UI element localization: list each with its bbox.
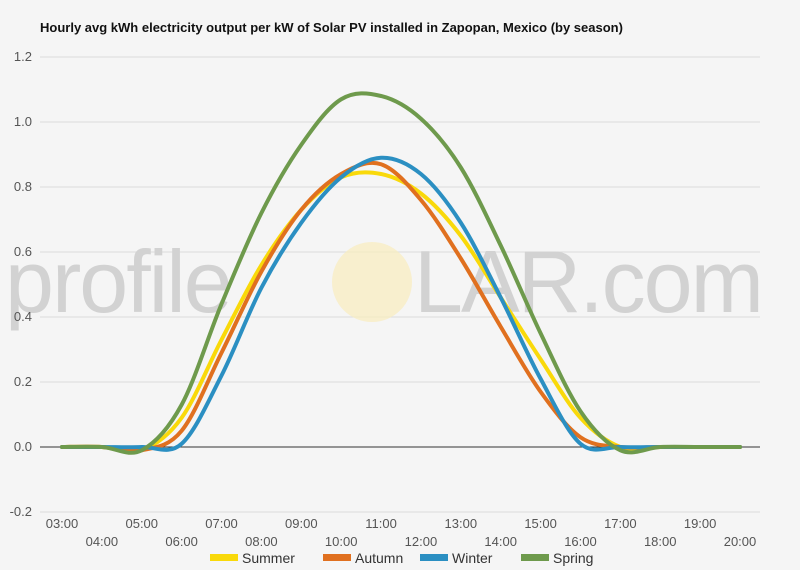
x-tick-label: 12:00	[405, 534, 438, 549]
x-tick-label: 15:00	[524, 516, 557, 531]
x-tick-label: 06:00	[165, 534, 198, 549]
watermark: profile LAR.com	[5, 232, 764, 331]
x-tick-label: 20:00	[724, 534, 757, 549]
x-tick-label: 14:00	[484, 534, 517, 549]
legend-label: Winter	[452, 550, 493, 566]
legend-label: Summer	[242, 550, 295, 566]
legend-swatch	[420, 554, 448, 561]
x-tick-label: 13:00	[445, 516, 478, 531]
y-tick-label: 0.2	[14, 374, 32, 389]
series-group	[60, 91, 742, 455]
legend-swatch	[210, 554, 238, 561]
x-tick-label: 16:00	[564, 534, 597, 549]
series-line-spring	[60, 91, 742, 455]
watermark-sun	[332, 242, 412, 322]
legend-swatch	[521, 554, 549, 561]
x-tick-label: 10:00	[325, 534, 358, 549]
watermark-text-left: profile	[5, 232, 231, 331]
x-tick-label: 17:00	[604, 516, 637, 531]
grid-lines	[40, 56, 760, 513]
legend: Summer Autumn Winter Spring	[210, 550, 593, 566]
x-tick-label: 04:00	[86, 534, 119, 549]
y-tick-label: -0.2	[10, 504, 32, 519]
legend-swatch	[323, 554, 351, 561]
x-tick-label: 08:00	[245, 534, 278, 549]
x-tick-label: 07:00	[205, 516, 238, 531]
x-tick-label: 11:00	[365, 516, 397, 531]
x-tick-label: 09:00	[285, 516, 318, 531]
legend-label: Spring	[553, 550, 593, 566]
y-tick-label: 0.8	[14, 179, 32, 194]
watermark-text-right: LAR.com	[414, 232, 762, 331]
y-tick-label: 1.2	[14, 49, 32, 64]
x-tick-label: 03:00	[46, 516, 79, 531]
x-tick-label: 05:00	[125, 516, 158, 531]
y-tick-label: 0.0	[14, 439, 32, 454]
series-line-winter	[60, 155, 742, 452]
x-tick-label: 19:00	[684, 516, 717, 531]
y-tick-label: 1.0	[14, 114, 32, 129]
legend-label: Autumn	[355, 550, 403, 566]
y-tick-label: 0.6	[14, 244, 32, 259]
x-tick-label: 18:00	[644, 534, 677, 549]
chart-title: Hourly avg kWh electricity output per kW…	[40, 20, 623, 35]
y-tick-label: 0.4	[14, 309, 32, 324]
